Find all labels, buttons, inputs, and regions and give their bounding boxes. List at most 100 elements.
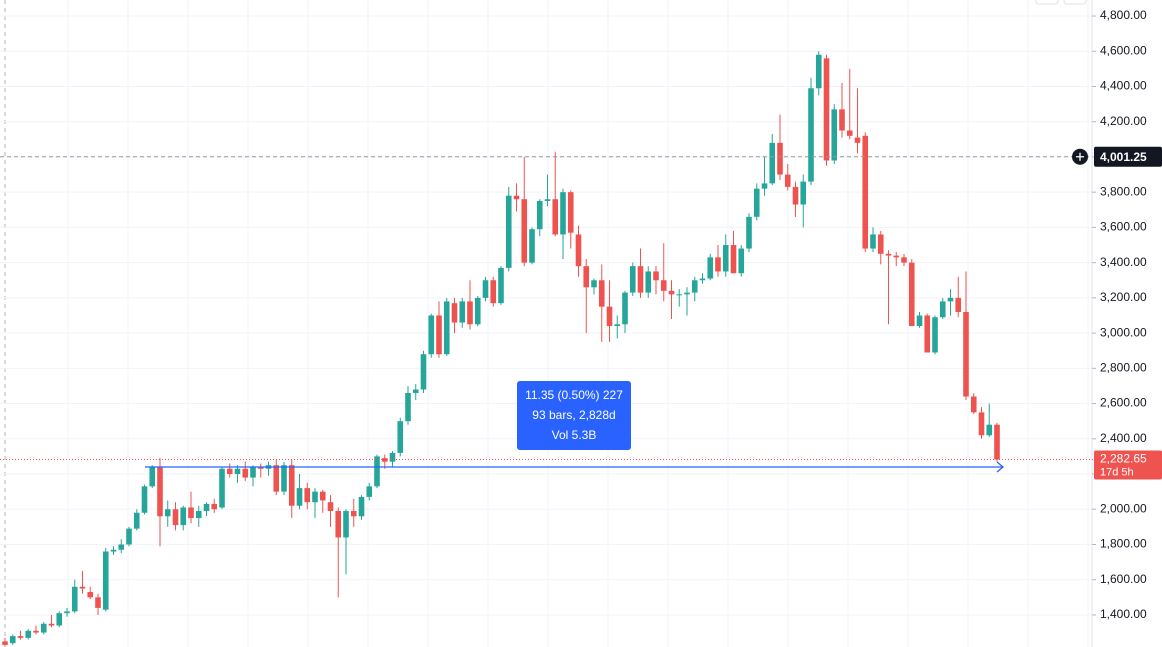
- candle-body: [792, 186, 799, 205]
- candle: [118, 539, 125, 554]
- candle: [668, 280, 675, 320]
- candle-body: [955, 297, 962, 312]
- candle: [133, 509, 140, 531]
- candle-body: [358, 496, 365, 517]
- candle-body: [908, 262, 915, 327]
- candle: [180, 505, 187, 531]
- candle-body: [389, 452, 396, 462]
- candle: [250, 465, 256, 487]
- crosshair-label-bg: [1094, 146, 1162, 167]
- candle-body: [645, 271, 652, 293]
- candle-body: [17, 636, 24, 638]
- candle: [637, 248, 644, 298]
- candle-body: [288, 465, 295, 506]
- candle: [715, 245, 721, 277]
- countdown-label: 17d 5h: [1100, 466, 1134, 478]
- candle: [932, 315, 938, 355]
- candle-body: [95, 597, 101, 608]
- candle: [994, 422, 1000, 462]
- candle-body: [893, 255, 900, 258]
- candle-body: [885, 253, 892, 256]
- candle: [870, 227, 876, 253]
- candle: [226, 463, 233, 478]
- candle-body: [653, 271, 659, 281]
- candle: [730, 230, 737, 274]
- candle: [25, 629, 32, 640]
- candle-body: [916, 315, 923, 327]
- candle: [234, 465, 241, 483]
- candle-body: [614, 324, 621, 327]
- toolbar-button[interactable]: [1035, 0, 1059, 5]
- candle-body: [753, 188, 760, 217]
- candle-body: [777, 142, 783, 175]
- candle-body: [436, 315, 442, 355]
- candle: [498, 266, 504, 305]
- candle: [862, 132, 869, 253]
- candle-body: [552, 199, 559, 235]
- candle: [164, 500, 171, 527]
- candle: [350, 498, 357, 527]
- candle-body: [575, 234, 582, 267]
- candle-body: [963, 311, 969, 397]
- candle-body: [823, 58, 830, 161]
- candle: [831, 104, 838, 164]
- candle: [823, 54, 830, 166]
- candle-body: [412, 389, 419, 393]
- y-tick-label: 2,400.00: [1100, 431, 1147, 445]
- y-tick-label: 4,200.00: [1100, 114, 1147, 128]
- candle: [769, 134, 776, 186]
- y-tick-label: 2,800.00: [1100, 361, 1147, 375]
- candle-body: [699, 278, 706, 281]
- candle-body: [164, 509, 171, 517]
- candle: [17, 630, 24, 640]
- candle-body: [808, 88, 814, 182]
- candle-body: [831, 109, 838, 161]
- candle: [963, 271, 969, 401]
- candle-body: [769, 142, 776, 184]
- candle-body: [939, 301, 946, 318]
- candle-body: [994, 424, 1000, 460]
- candle-body: [505, 195, 512, 268]
- candle-body: [870, 234, 876, 249]
- candle-body: [606, 306, 613, 327]
- candle: [211, 498, 218, 513]
- candle: [846, 68, 853, 140]
- candle-body: [544, 199, 551, 201]
- candle-body: [250, 466, 256, 478]
- candle: [149, 465, 156, 489]
- candle: [242, 461, 249, 482]
- candle: [622, 290, 628, 334]
- candle: [40, 621, 47, 635]
- candle: [482, 276, 489, 302]
- candle-body: [901, 257, 907, 263]
- candle-body: [226, 468, 233, 475]
- candle: [521, 156, 528, 267]
- candle-body: [56, 613, 63, 626]
- y-tick-label: 3,600.00: [1100, 220, 1147, 234]
- candle-body: [257, 466, 264, 469]
- candle-body: [877, 234, 884, 254]
- candle: [389, 451, 396, 467]
- candle-body: [428, 315, 435, 355]
- y-tick-label: 2,600.00: [1100, 396, 1147, 410]
- toolbar-button[interactable]: [1063, 0, 1087, 5]
- candle: [722, 234, 729, 277]
- candle: [815, 51, 822, 96]
- candle-body: [319, 491, 326, 501]
- candle-body: [219, 468, 225, 508]
- candle: [467, 280, 473, 330]
- candle-body: [862, 135, 869, 249]
- candle: [970, 392, 977, 415]
- candle-body: [521, 199, 528, 263]
- candle-body: [397, 421, 404, 453]
- candle-body: [443, 301, 450, 355]
- candle-body: [722, 245, 729, 272]
- candle: [296, 474, 303, 510]
- candle-body: [172, 509, 179, 526]
- candle-body: [622, 292, 628, 325]
- candle-body: [335, 511, 342, 538]
- candle: [986, 403, 993, 438]
- candle: [79, 570, 86, 594]
- candle: [707, 253, 714, 281]
